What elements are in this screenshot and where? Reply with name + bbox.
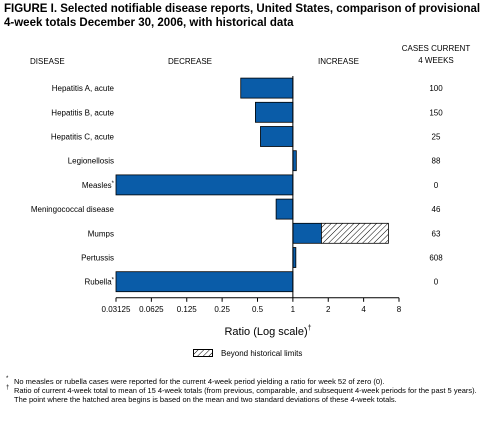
bar-hepatitis-a-acute xyxy=(240,77,294,99)
x-tick-label: 0.03125 xyxy=(102,305,131,314)
x-tick-label: 0.125 xyxy=(177,305,198,314)
footnote-1-mark: * xyxy=(6,376,9,382)
x-axis-title-text: Ratio (Log scale) xyxy=(224,326,307,338)
disease-label-text: Rubella xyxy=(85,278,113,287)
cases-hepatitis-c-acute: 25 xyxy=(432,133,441,142)
bar-hepatitis-c-acute xyxy=(260,126,294,147)
disease-label-mark: * xyxy=(112,181,115,187)
footnote-2-mark: † xyxy=(6,385,10,391)
bar-hepatitis-b-acute xyxy=(255,101,294,123)
footnote-2: † Ratio of current 4-week total to mean o… xyxy=(6,385,484,404)
x-axis-title-mark: † xyxy=(308,325,312,332)
disease-label-mumps: Mumps xyxy=(88,229,114,238)
disease-label-text: Measles xyxy=(82,181,112,190)
x-tick-label: 8 xyxy=(397,305,402,314)
cases-rubella: 0 xyxy=(434,278,439,287)
cases-hepatitis-b-acute: 150 xyxy=(429,108,443,117)
cases-pertussis: 608 xyxy=(429,254,443,263)
cases-meningococcal-disease: 46 xyxy=(432,205,441,214)
x-tick-label: 0.25 xyxy=(214,305,230,314)
disease-label-text: Mumps xyxy=(88,229,114,238)
header-disease: DISEASE xyxy=(30,57,65,66)
disease-label-pertussis: Pertussis xyxy=(81,254,114,263)
disease-label-hepatitis-c-acute: Hepatitis C, acute xyxy=(51,133,115,142)
footnotes: * No measles or rubella cases were report… xyxy=(6,376,484,404)
bar-beyond-mumps xyxy=(321,222,389,244)
disease-label-text: Hepatitis C, acute xyxy=(51,133,115,142)
cases-legionellosis: 88 xyxy=(432,157,441,166)
legend-label: Beyond historical limits xyxy=(221,349,303,358)
footnote-1: * No measles or rubella cases were report… xyxy=(6,376,484,386)
case-counts: 100 150 25 88 0 46 63 608 0 xyxy=(429,84,443,287)
disease-label-text: Hepatitis B, acute xyxy=(51,108,114,117)
header-increase: INCREASE xyxy=(318,57,359,66)
bar-mumps xyxy=(292,222,322,244)
disease-label-text: Pertussis xyxy=(81,254,114,263)
header-decrease: DECREASE xyxy=(168,57,212,66)
disease-label-meningococcal-disease: Meningococcal disease xyxy=(31,205,115,214)
header-cases-line1: CASES CURRENT xyxy=(402,44,471,53)
bar-rubella xyxy=(115,271,294,293)
cases-measles: 0 xyxy=(434,181,439,190)
x-tick-label: 4 xyxy=(361,305,366,314)
disease-label-text: Legionellosis xyxy=(68,157,114,166)
disease-label-text: Hepatitis A, acute xyxy=(52,84,115,93)
disease-label-text: Meningococcal disease xyxy=(31,205,115,214)
x-tick-label: 1 xyxy=(291,305,296,314)
disease-label-mark: * xyxy=(112,278,115,284)
disease-label-legionellosis: Legionellosis xyxy=(68,157,114,166)
disease-label-rubella: Rubella* xyxy=(85,278,115,287)
footnote-1-text: No measles or rubella cases were reporte… xyxy=(14,377,385,386)
x-tick-label: 0.5 xyxy=(252,305,264,314)
bar-measles xyxy=(115,174,294,196)
x-axis-title: Ratio (Log scale)† xyxy=(224,325,311,338)
legend-hatch-swatch xyxy=(193,349,213,357)
figure-title: FIGURE I. Selected notifiable disease re… xyxy=(4,3,481,29)
disease-label-hepatitis-b-acute: Hepatitis B, acute xyxy=(51,108,114,117)
x-tick-label: 2 xyxy=(326,305,331,314)
chart: DISEASE DECREASE INCREASE CASES CURRENT … xyxy=(30,44,471,338)
cases-hepatitis-a-acute: 100 xyxy=(429,84,443,93)
bars xyxy=(115,77,389,293)
cases-mumps: 63 xyxy=(432,229,441,238)
header-cases-line2: 4 WEEKS xyxy=(418,56,454,65)
disease-label-measles: Measles* xyxy=(82,181,115,190)
bar-meningococcal-disease xyxy=(275,198,294,220)
x-tick-label: 0.0625 xyxy=(139,305,164,314)
disease-label-hepatitis-a-acute: Hepatitis A, acute xyxy=(52,84,115,93)
disease-labels: Hepatitis A, acute Hepatitis B, acute Hepa… xyxy=(31,84,115,287)
footnote-2-text: Ratio of current 4-week total to mean of… xyxy=(14,386,477,404)
bar-legionellosis xyxy=(292,150,297,172)
x-axis-ticks: 0.03125 0.0625 0.125 0.25 0.5 1 2 4 8 xyxy=(102,297,402,314)
